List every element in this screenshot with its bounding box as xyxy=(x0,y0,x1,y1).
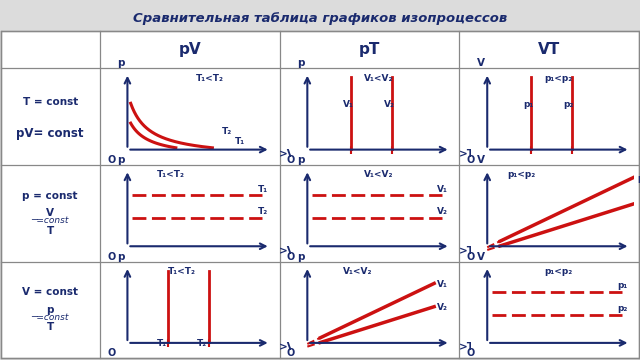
Text: O: O xyxy=(107,348,115,359)
Text: p₁: p₁ xyxy=(618,281,628,290)
Text: V₁: V₁ xyxy=(437,185,448,194)
Text: ─=const: ─=const xyxy=(31,313,69,322)
Text: O: O xyxy=(467,155,475,165)
Text: T: T xyxy=(47,322,54,332)
Text: V₁<V₂: V₁<V₂ xyxy=(364,74,394,83)
Text: p: p xyxy=(297,58,305,68)
Text: pT: pT xyxy=(359,42,380,57)
Text: p = const: p = const xyxy=(22,191,78,201)
Text: >V: >V xyxy=(278,149,296,159)
Text: pV: pV xyxy=(179,42,201,57)
Text: p: p xyxy=(117,58,125,68)
Text: O: O xyxy=(287,252,295,262)
Text: >T: >T xyxy=(639,342,640,352)
Text: >T: >T xyxy=(459,246,475,256)
Text: O: O xyxy=(287,348,295,359)
Text: p₂: p₂ xyxy=(564,100,574,109)
Text: V₁: V₁ xyxy=(343,100,354,109)
Text: V: V xyxy=(46,208,54,218)
Text: V₂: V₂ xyxy=(384,100,395,109)
Text: O: O xyxy=(467,252,475,262)
Text: Сравнительная таблица графиков изопроцессов: Сравнительная таблица графиков изопроцес… xyxy=(133,12,507,25)
Text: V₁: V₁ xyxy=(437,280,448,289)
Text: p: p xyxy=(117,252,125,262)
Text: T: T xyxy=(47,226,54,236)
Text: >T: >T xyxy=(459,149,475,159)
Text: V₁<V₂: V₁<V₂ xyxy=(343,267,372,276)
Text: O: O xyxy=(467,348,475,359)
Text: p₁: p₁ xyxy=(637,174,640,183)
Text: T₁<T₂: T₁<T₂ xyxy=(157,170,185,179)
Text: V: V xyxy=(477,252,484,262)
Text: V₁<V₂: V₁<V₂ xyxy=(364,170,394,179)
Text: pV= const: pV= const xyxy=(17,127,84,140)
Text: p: p xyxy=(297,155,305,165)
Text: p₁<p₂: p₁<p₂ xyxy=(507,170,535,179)
Text: >V: >V xyxy=(278,342,296,352)
Text: VT: VT xyxy=(538,42,561,57)
Text: V: V xyxy=(477,155,484,165)
Text: T₁: T₁ xyxy=(257,185,268,194)
Text: ─=const: ─=const xyxy=(31,216,69,225)
Text: V₂: V₂ xyxy=(437,303,449,312)
Text: O: O xyxy=(107,155,115,165)
Text: T₁: T₁ xyxy=(157,339,167,348)
Text: T₁: T₁ xyxy=(235,137,245,146)
Text: O: O xyxy=(287,155,295,165)
Text: T₁<T₂: T₁<T₂ xyxy=(168,267,196,276)
Text: p₁: p₁ xyxy=(523,100,533,109)
Text: >T: >T xyxy=(639,149,640,159)
Text: V = const: V = const xyxy=(22,288,78,297)
Text: p: p xyxy=(46,305,54,315)
Text: V₂: V₂ xyxy=(437,207,449,216)
Text: p: p xyxy=(117,155,125,165)
Text: O: O xyxy=(107,252,115,262)
Text: >T: >T xyxy=(459,342,475,352)
Text: T₁<T₂: T₁<T₂ xyxy=(196,74,224,83)
Text: p: p xyxy=(297,252,305,262)
Text: T₂: T₂ xyxy=(221,127,232,136)
Text: T₂: T₂ xyxy=(197,339,207,348)
Text: p₁<p₂: p₁<p₂ xyxy=(544,267,572,276)
Text: T₂: T₂ xyxy=(257,207,268,216)
Text: T = const: T = const xyxy=(22,97,78,107)
Text: p₂: p₂ xyxy=(618,304,628,313)
Text: >V: >V xyxy=(278,246,296,256)
Text: V: V xyxy=(477,58,484,68)
Text: p₁<p₂: p₁<p₂ xyxy=(544,74,572,83)
Text: >T: >T xyxy=(639,246,640,256)
